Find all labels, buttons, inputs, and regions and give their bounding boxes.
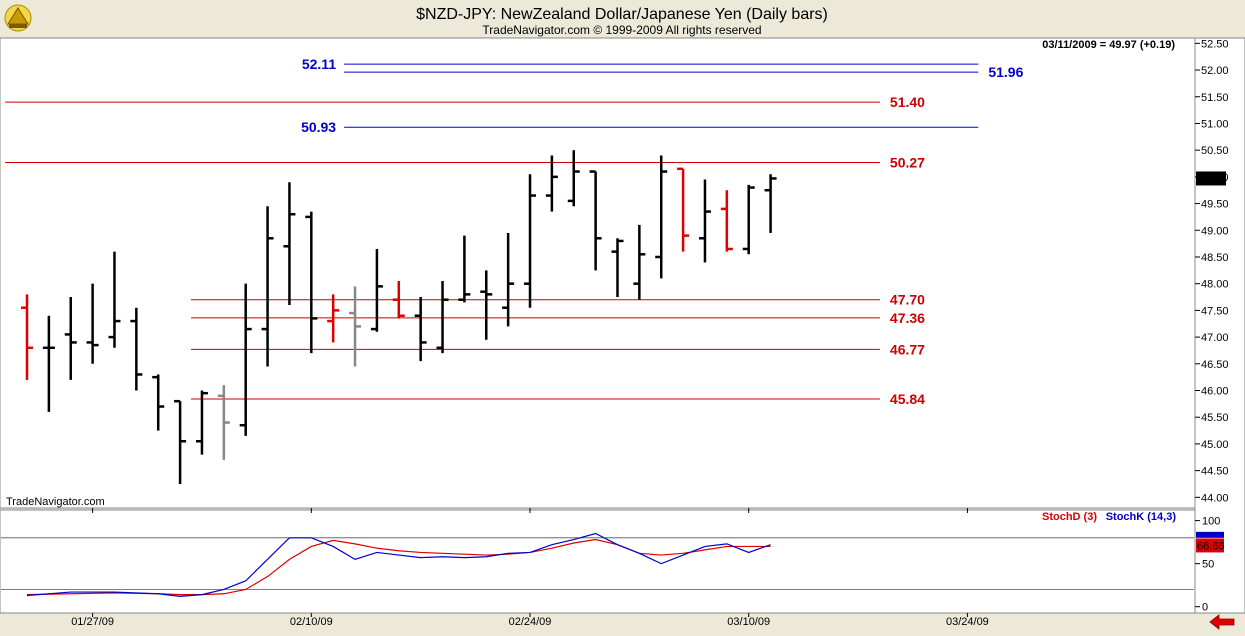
y-axis-area — [1194, 37, 1245, 614]
stoch-y-tick-label: 100 — [1202, 516, 1220, 528]
x-tick-label: 01/27/09 — [71, 616, 114, 628]
chart-subtitle: TradeNavigator.com © 1999-2009 All right… — [482, 23, 761, 37]
y-tick-label: 51.00 — [1201, 118, 1229, 130]
level-label: 52.11 — [302, 56, 336, 72]
x-tick-label: 02/10/09 — [290, 616, 333, 628]
stochk-badge — [1196, 531, 1224, 538]
x-tick-label: 03/10/09 — [727, 616, 770, 628]
price-panel — [0, 37, 1196, 509]
x-tick-label: 02/24/09 — [509, 616, 552, 628]
stochd-badge — [1196, 538, 1224, 553]
y-tick-label: 46.50 — [1201, 359, 1229, 371]
y-tick-label: 48.50 — [1201, 252, 1229, 264]
price-chart: 52.11 51.96 51.40 50.93 50.27 47.70 47.36 46.77… — [5, 56, 1024, 484]
y-tick-label: 44.00 — [1201, 492, 1229, 504]
stoch-y-tick-label: 0 — [1202, 602, 1208, 614]
watermark: TradeNavigator.com — [6, 496, 105, 508]
chart-title: $NZD-JPY: NewZealand Dollar/Japanese Yen… — [416, 6, 828, 23]
stoch-series-line — [26, 532, 771, 597]
y-tick-label: 49.50 — [1201, 199, 1229, 211]
y-tick-label: 52.00 — [1201, 65, 1229, 77]
y-tick-label: 47.50 — [1201, 305, 1229, 317]
y-tick-label: 45.50 — [1201, 412, 1229, 424]
last-price-badge-text: 49.97 — [1198, 173, 1226, 185]
level-label: 50.93 — [301, 119, 336, 135]
stoch-series-line — [26, 538, 771, 596]
stochastic-chart — [1, 532, 1194, 597]
stochastic-panel — [0, 509, 1196, 614]
level-label: 46.77 — [890, 341, 925, 357]
legend-stochd: StochD (3) — [1042, 511, 1097, 523]
scroll-left-arrow-icon[interactable] — [1207, 614, 1237, 630]
last-price-badge — [1196, 171, 1226, 186]
y-tick-label: 44.50 — [1201, 466, 1229, 478]
y-tick-label: 52.50 — [1201, 38, 1229, 50]
y-tick-label: 48.00 — [1201, 279, 1229, 291]
y-tick-label: 51.50 — [1201, 92, 1229, 104]
last-price-readout: 03/11/2009 = 49.97 (+0.19) — [1042, 39, 1175, 51]
level-label: 45.84 — [890, 391, 925, 407]
y-tick-label: 46.00 — [1201, 386, 1229, 398]
legend-stochk: StochK (14,3) — [1106, 511, 1177, 523]
stochd-badge-text: 66.66 — [1197, 540, 1225, 552]
trade-navigator-logo[interactable] — [4, 4, 32, 32]
level-label: 50.27 — [890, 154, 925, 170]
y-tick-label: 49.00 — [1201, 225, 1229, 237]
axes: 52.5052.0051.5051.0050.5050.0049.5049.00… — [71, 38, 1228, 628]
level-label: 51.40 — [890, 94, 925, 110]
level-label: 47.36 — [890, 310, 925, 326]
y-tick-label: 50.50 — [1201, 145, 1229, 157]
level-label: 47.70 — [890, 292, 925, 308]
stoch-y-tick-label: 50 — [1202, 559, 1214, 571]
y-tick-label: 45.00 — [1201, 439, 1229, 451]
y-tick-label: 47.00 — [1201, 332, 1229, 344]
x-tick-label: 03/24/09 — [946, 616, 989, 628]
level-label: 51.96 — [988, 64, 1023, 80]
